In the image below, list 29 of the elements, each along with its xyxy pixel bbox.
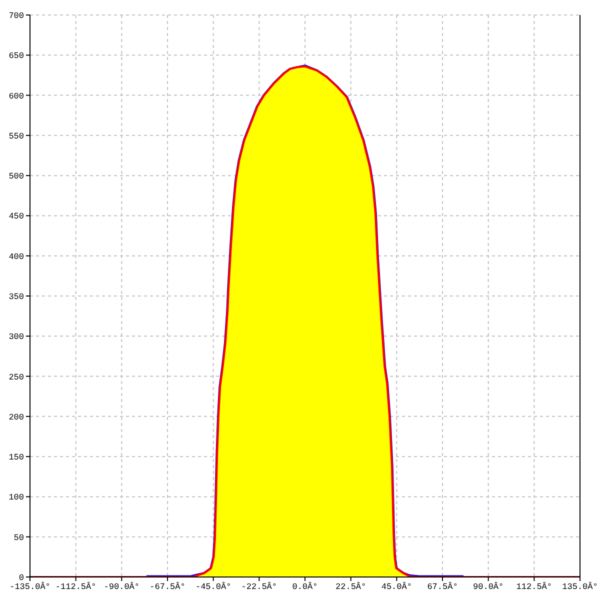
x-tick-label: 90.0Â° <box>473 581 504 592</box>
y-tick-label: 500 <box>8 172 24 182</box>
y-tick-label: 0 <box>18 573 24 584</box>
y-tick-label: 100 <box>8 492 24 503</box>
x-tick-label: 22.5Â° <box>336 581 366 592</box>
y-tick-label: 700 <box>8 11 24 22</box>
y-tick-label: 600 <box>8 91 24 102</box>
y-tick-label: 300 <box>8 332 24 342</box>
y-tick-label: 200 <box>8 412 24 422</box>
line-series <box>146 64 464 577</box>
x-tick-label: 67.5Â° <box>427 581 458 592</box>
x-tick-label: 112.5Â° <box>516 581 552 592</box>
x-tick-label: -22.5Â° <box>241 581 278 592</box>
x-tick-label: -67.5Â° <box>150 581 186 592</box>
x-tick-label: -112.5Â° <box>55 581 96 592</box>
y-tick-label: 350 <box>8 292 24 302</box>
x-tick-label: -135.0Â° <box>10 581 50 592</box>
y-tick-label: 650 <box>8 51 24 62</box>
x-tick-label: -45.0Â° <box>195 581 232 592</box>
y-tick-label: 450 <box>8 212 24 222</box>
y-tick-label: 250 <box>8 372 24 382</box>
y-tick-label: 550 <box>8 131 24 142</box>
x-tick-label: -90.0Â° <box>104 581 140 592</box>
y-tick-label: 400 <box>8 252 24 262</box>
x-tick-label: 0.0Â° <box>292 581 318 592</box>
x-tick-label: 135.0Â° <box>562 581 598 592</box>
x-tick-label: 45.0Â° <box>381 581 412 592</box>
y-tick-label: 50 <box>14 532 24 543</box>
y-tick-label: 150 <box>8 452 24 463</box>
